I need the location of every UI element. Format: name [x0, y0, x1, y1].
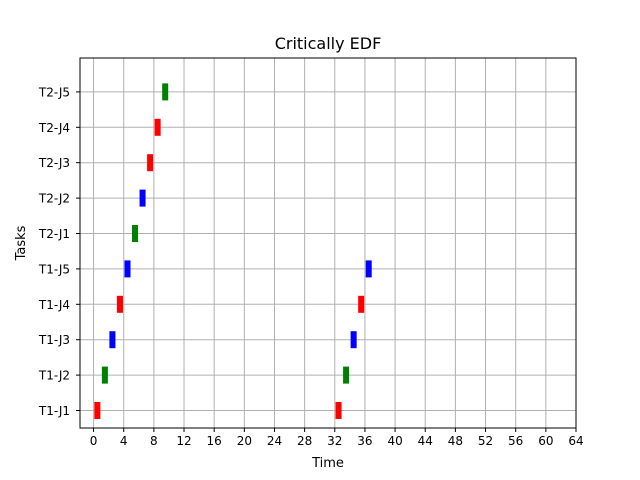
x-tick-label: 60: [538, 434, 553, 448]
x-tick-label: 52: [478, 434, 493, 448]
x-tick-label: 4: [120, 434, 128, 448]
y-axis-label: Tasks: [14, 225, 29, 261]
y-tick-label: T2-J1: [38, 227, 70, 241]
x-tick-label: 48: [448, 434, 463, 448]
x-axis-label: Time: [311, 456, 344, 471]
y-tick-label: T1-J2: [38, 369, 70, 383]
task-bar: [335, 402, 342, 419]
x-tick-label: 36: [357, 434, 372, 448]
task-bar: [94, 402, 101, 419]
task-bar: [358, 295, 365, 313]
task-bar: [154, 118, 161, 136]
grid-lines: [80, 58, 577, 428]
y-tick-label: T2-J5: [38, 85, 70, 99]
task-bar: [109, 331, 116, 349]
y-tick-label: T2-J2: [38, 192, 70, 206]
x-tick-label: 8: [150, 434, 158, 448]
x-tick-label: 0: [90, 434, 98, 448]
plot-frame: [79, 57, 577, 429]
task-bar: [147, 154, 154, 172]
x-tick-label: 12: [176, 434, 191, 448]
task-bar: [101, 366, 108, 384]
y-tick-label: T2-J3: [38, 156, 70, 170]
y-tick-label: T1-J5: [38, 262, 70, 276]
x-tick-label: 64: [568, 434, 583, 448]
task-bar: [350, 331, 357, 349]
x-tick-label: 20: [237, 434, 252, 448]
x-tick-label: 28: [297, 434, 312, 448]
x-tick-label: 32: [327, 434, 342, 448]
y-tick-label: T1-J3: [38, 333, 70, 347]
chart-title: Critically EDF: [275, 34, 382, 53]
y-tick-label: T1-J1: [38, 404, 70, 418]
x-axis-ticks: 0 4 8 12 16 20 24 28 32 36 40 44 48 52 56 60 64: [90, 428, 584, 448]
task-bar: [116, 295, 123, 313]
bars-layer: [94, 83, 372, 419]
x-tick-label: 40: [387, 434, 402, 448]
task-bar: [343, 366, 350, 384]
y-axis-ticks: T1-J1 T1-J2 T1-J3 T1-J4 T1-J5 T2-J1 T2-J2 T2-J3…: [38, 85, 80, 418]
x-tick-label: 56: [508, 434, 523, 448]
x-tick-label: 16: [207, 434, 222, 448]
task-bar: [132, 225, 139, 242]
task-bar: [139, 189, 146, 207]
task-bar: [162, 83, 169, 101]
x-tick-label: 24: [267, 434, 282, 448]
x-tick-label: 44: [418, 434, 433, 448]
task-bar: [124, 260, 131, 278]
task-bar: [365, 260, 372, 278]
y-tick-label: T2-J4: [38, 121, 70, 135]
y-tick-label: T1-J4: [38, 298, 70, 312]
